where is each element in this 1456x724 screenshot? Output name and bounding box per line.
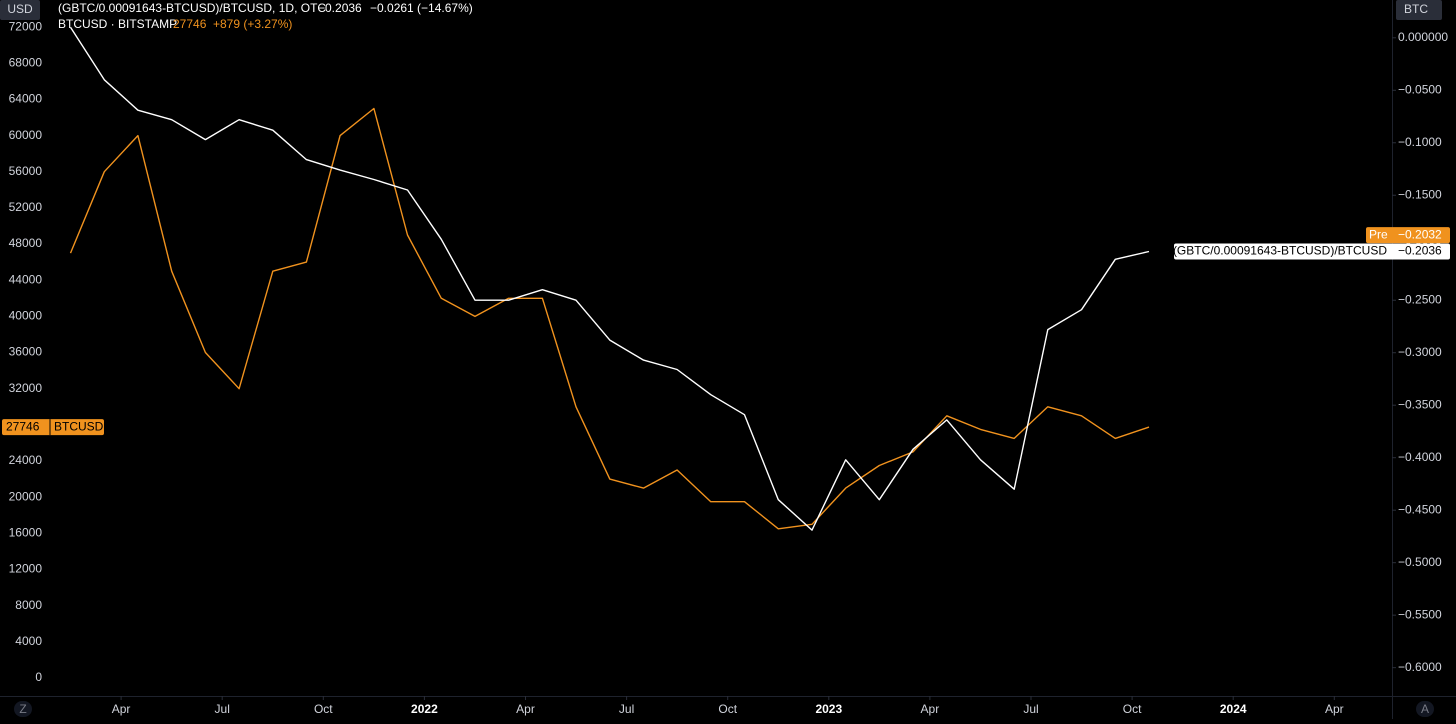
y2-tick-label: −0.3500 (1398, 397, 1442, 411)
x-tick-label: 2024 (1220, 702, 1247, 716)
legend-value: −0.2036 (318, 1, 362, 15)
y-tick-label: 52000 (9, 200, 43, 214)
price-badge (1174, 243, 1450, 260)
y-tick-label: 44000 (9, 272, 43, 286)
x-tick-label: Jul (1023, 702, 1038, 716)
price-badge-value: 27746 (6, 419, 40, 433)
corner-button-label[interactable]: A (1421, 702, 1429, 716)
y-tick-label: 48000 (9, 236, 43, 250)
x-tick-label: Apr (516, 702, 535, 716)
y2-tick-label: −0.2500 (1398, 292, 1442, 306)
corner-button[interactable] (14, 701, 32, 717)
legend-value: 27746 (173, 17, 207, 31)
y-tick-label: 4000 (15, 634, 42, 648)
y-tick-label: 0 (35, 670, 42, 684)
price-badge-name: BTCUSD (54, 419, 104, 433)
y2-tick-label: −0.5500 (1398, 607, 1442, 621)
y-tick-label: 72000 (9, 19, 43, 33)
unit-badge[interactable] (1396, 0, 1442, 20)
x-tick-label: 2022 (411, 702, 438, 716)
series-line (69, 26, 1150, 531)
corner-button[interactable] (1416, 701, 1434, 717)
x-tick-label: Apr (921, 702, 940, 716)
y2-tick-label: −0.5000 (1398, 555, 1442, 569)
x-tick-label: Jul (619, 702, 634, 716)
x-tick-label: Oct (314, 702, 333, 716)
legend-change: +879 (+3.27%) (213, 17, 292, 31)
y2-tick-label: −0.3000 (1398, 345, 1442, 359)
corner-button-label[interactable]: Z (19, 702, 26, 716)
axes: 0400080001200016000200002400028000320003… (9, 19, 1449, 716)
x-tick-label: Jul (215, 702, 230, 716)
y-tick-label: 20000 (9, 489, 43, 503)
y-tick-label: 24000 (9, 453, 43, 467)
y2-unit: BTC (1404, 2, 1428, 16)
legend-symbol[interactable]: (GBTC/0.00091643-BTCUSD)/BTCUSD, 1D, OTC (58, 1, 326, 15)
x-tick-label: Apr (112, 702, 131, 716)
y-tick-label: 32000 (9, 381, 43, 395)
plot-area (69, 26, 1150, 531)
y-tick-label: 12000 (9, 562, 43, 576)
y2-tick-label: −0.4500 (1398, 502, 1442, 516)
y-tick-label: 36000 (9, 345, 43, 359)
y-tick-label: 16000 (9, 525, 43, 539)
y-tick-label: 64000 (9, 92, 43, 106)
pre-badge (1366, 227, 1450, 244)
y2-tick-label: −0.0500 (1398, 82, 1442, 96)
y-tick-label: 60000 (9, 128, 43, 142)
y2-tick-label: −0.6000 (1398, 660, 1442, 674)
y2-tick-label: −0.1000 (1398, 135, 1442, 149)
unit-badge[interactable] (0, 0, 40, 20)
y-tick-label: 68000 (9, 55, 43, 69)
price-badge (2, 419, 104, 436)
x-tick-label: Oct (718, 702, 737, 716)
y-unit: USD (7, 2, 33, 16)
y2-tick-label: −0.4000 (1398, 450, 1442, 464)
pre-badge-value: −0.2032 (1398, 227, 1442, 241)
legend-change: −0.0261 (−14.67%) (370, 1, 473, 15)
y2-tick-label: 0.000000 (1398, 30, 1448, 44)
price-badge-value: −0.2036 (1398, 244, 1442, 258)
x-tick-label: 2023 (815, 702, 842, 716)
y-tick-label: 40000 (9, 309, 43, 323)
x-tick-label: Apr (1325, 702, 1344, 716)
y-tick-label: 8000 (15, 598, 42, 612)
x-tick-label: Oct (1123, 702, 1142, 716)
price-badge-name: (GBTC/0.00091643-BTCUSD)/BTCUSD (1173, 244, 1387, 258)
pre-badge-label: Pre (1369, 227, 1388, 241)
series-line (69, 107, 1150, 530)
y-tick-label: 56000 (9, 164, 43, 178)
y2-tick-label: −0.1500 (1398, 187, 1442, 201)
legend-symbol[interactable]: BTCUSD · BITSTAMP (58, 17, 177, 31)
